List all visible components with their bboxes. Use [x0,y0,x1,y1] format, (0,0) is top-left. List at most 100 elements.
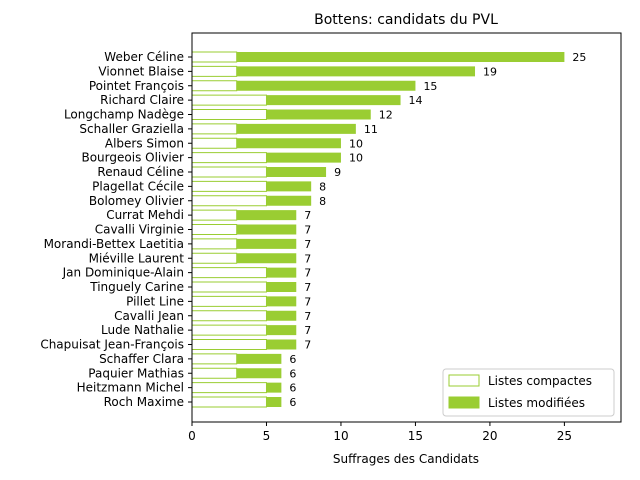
bar-modifiees [236,224,297,235]
bar-modifiees [266,267,297,278]
x-tick-label: 25 [557,429,572,443]
bar-total-label: 7 [304,295,311,308]
bar-total-label: 7 [304,252,311,265]
bar-compactes [191,166,267,178]
y-tick-label: Schaffer Clara [99,352,184,366]
legend: Listes compactes Listes modifiées [442,368,615,417]
bar-compactes [191,152,267,164]
bar-compactes [191,109,267,120]
bar-compactes [191,123,238,135]
y-tick-label: Tinguely Carine [89,280,184,294]
y-tick-label: Plagellat Cécile [92,179,184,193]
bar-modifiees [236,138,341,149]
bar-modifiees [236,52,565,62]
bar-modifiees [236,238,297,249]
y-tick-label: Vionnet Blaise [98,64,184,78]
y-tick-label: Albers Simon [105,136,184,150]
bar-total-label: 14 [409,94,423,107]
y-tick-label: Currat Mehdi [106,208,184,222]
bar-total-label: 19 [483,65,497,78]
x-axis-label: Suffrages des Candidats [333,452,479,466]
bar-modifiees [266,310,297,321]
bar-modifiees [266,325,297,336]
y-tick-label: Longchamp Nadège [64,108,184,122]
bar-modifiees [236,353,282,364]
bar-total-label: 8 [319,195,326,208]
bar-compactes [191,281,267,293]
bar-compactes [191,238,238,250]
y-tick-label: Heitzmann Michel [77,381,184,395]
y-tick-label: Jan Dominique-Alain [62,266,184,280]
bar-modifiees [266,382,282,393]
bar-total-label: 25 [572,51,586,64]
bar-total-label: 7 [304,238,311,251]
bar-total-label: 11 [364,123,378,136]
bar-compactes [191,267,267,279]
bar-modifiees [266,109,371,120]
y-tick-label: Pointet François [89,79,184,93]
bar-total-label: 6 [289,353,296,366]
bar-total-label: 6 [289,396,296,409]
bar-total-label: 7 [304,324,311,337]
bar-total-label: 6 [289,367,296,380]
bar-total-label: 7 [304,267,311,280]
bar-compactes [191,209,238,221]
bar-modifiees [236,253,297,264]
bar-total-label: 7 [304,339,311,352]
bar-modifiees [236,123,356,134]
bar-compactes [191,396,267,408]
y-tick-label: Pillet Line [126,294,184,308]
x-tick-label: 15 [408,429,423,443]
bar-total-label: 10 [349,137,363,150]
bar-modifiees [266,181,312,192]
bar-modifiees [236,66,476,77]
bar-compactes [191,382,267,394]
y-tick-label: Roch Maxime [104,395,184,409]
y-tick-label: Bourgeois Olivier [81,151,184,165]
bar-total-label: 10 [349,152,363,165]
x-tick-label: 10 [333,429,348,443]
bar-compactes [191,310,267,322]
bar-total-label: 9 [334,166,341,179]
plot-area: 25 Weber Céline 19 Vionnet Blaise 15 Pointet … [40,50,586,409]
y-tick-label: Cavalli Virginie [95,223,184,237]
bar-modifiees [266,296,297,307]
bar-modifiees [266,195,312,206]
legend-label-compactes: Listes compactes [488,374,592,388]
bar-total-label: 7 [304,310,311,323]
bar-compactes [191,180,267,192]
bar-compactes [191,324,267,336]
y-tick-label: Bolomey Olivier [89,194,184,208]
legend-label-modifiees: Listes modifiées [488,396,585,410]
chart-title: Bottens: candidats du PVL [314,12,498,28]
bar-compactes [191,80,238,92]
bar-total-label: 6 [289,382,296,395]
bar-compactes [191,252,238,264]
bar-total-label: 7 [304,224,311,237]
x-axis: 0 5 10 15 20 25 [188,422,572,443]
x-tick-label: 0 [188,429,196,443]
y-tick-label: Paquier Mathias [88,366,184,380]
bar-compactes [191,137,238,149]
plot-frame [191,32,622,423]
bar-compactes [191,65,238,77]
bar-modifiees [266,167,327,177]
legend-box [442,368,615,417]
bar-total-label: 7 [304,281,311,294]
y-tick-label: Cavalli Jean [114,309,184,323]
y-tick-label: Morandi-Bettex Laetitia [44,237,184,251]
legend-swatch-compactes [448,374,480,387]
bar-compactes [191,339,267,350]
x-tick-label: 5 [263,429,271,443]
y-tick-label: Miéville Laurent [89,251,185,265]
bar-modifiees [266,95,401,106]
bar-compactes [191,94,267,106]
legend-swatch-modifiees [448,396,480,409]
bar-modifiees [236,210,297,221]
bar-compactes [191,353,238,365]
y-tick-label: Lude Nathalie [101,323,184,337]
bar-modifiees [266,339,297,350]
bar-compactes [191,195,267,207]
y-tick-label: Chapuisat Jean-François [40,338,184,352]
